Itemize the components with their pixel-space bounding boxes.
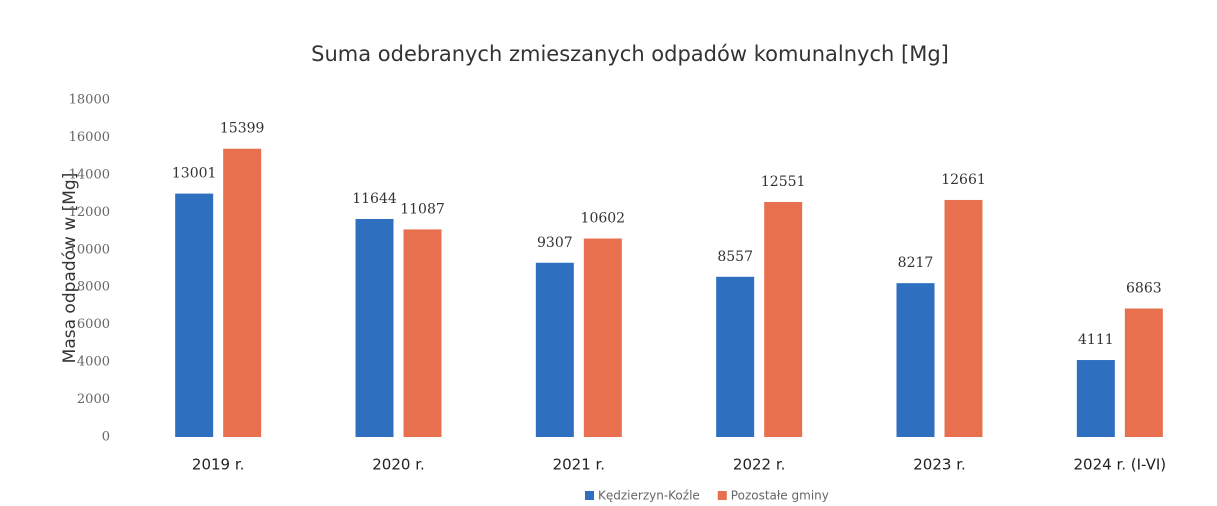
y-tick-label: 16000 <box>69 130 110 145</box>
bar <box>764 202 803 437</box>
chart-title: Suma odebranych zmieszanych odpadów komu… <box>311 42 949 66</box>
data-label: 6863 <box>1126 281 1162 297</box>
x-tick-label: 2021 r. <box>553 456 606 474</box>
y-axis-label: Masa odpadów w [Mg] <box>60 173 80 364</box>
y-tick-label: 0 <box>102 430 110 445</box>
data-label: 12661 <box>941 172 986 188</box>
bar <box>1076 360 1115 437</box>
y-tick-label: 6000 <box>77 317 110 332</box>
y-tick-label: 14000 <box>69 167 110 182</box>
bar <box>223 148 262 437</box>
data-label: 4111 <box>1078 332 1114 348</box>
data-label: 12551 <box>761 174 806 190</box>
x-tick-label: 2020 r. <box>372 456 425 474</box>
bar <box>716 276 755 437</box>
y-tick-label: 8000 <box>77 280 110 295</box>
legend-label: Pozostałe gminy <box>731 489 829 503</box>
data-label: 11087 <box>400 201 445 217</box>
data-label: 8217 <box>898 255 934 271</box>
legend-swatch <box>717 491 727 500</box>
bar <box>1124 308 1163 437</box>
data-label: 15399 <box>220 121 265 137</box>
data-label: 10602 <box>581 211 626 227</box>
data-label: 9307 <box>537 235 573 251</box>
x-tick-label: 2022 r. <box>733 456 786 474</box>
x-tick-label: 2024 r. (I-VI) <box>1074 456 1167 474</box>
data-label: 13001 <box>172 166 217 182</box>
legend-label: Kędzierzyn-Koźle <box>598 489 700 503</box>
legend-swatch <box>585 491 594 500</box>
bar <box>403 229 442 437</box>
data-label: 8557 <box>717 249 753 265</box>
y-tick-label: 4000 <box>77 355 110 370</box>
bar <box>535 262 574 437</box>
bar <box>175 193 214 437</box>
y-tick-label: 12000 <box>69 205 110 220</box>
x-tick-label: 2023 r. <box>913 456 966 474</box>
bar <box>355 218 394 437</box>
bar <box>896 283 935 437</box>
y-tick-label: 10000 <box>69 242 110 257</box>
bar <box>944 199 983 437</box>
y-tick-label: 2000 <box>77 392 110 407</box>
y-tick-label: 18000 <box>69 93 110 108</box>
x-tick-label: 2019 r. <box>192 456 245 474</box>
bar <box>583 238 622 437</box>
data-label: 11644 <box>352 191 397 207</box>
